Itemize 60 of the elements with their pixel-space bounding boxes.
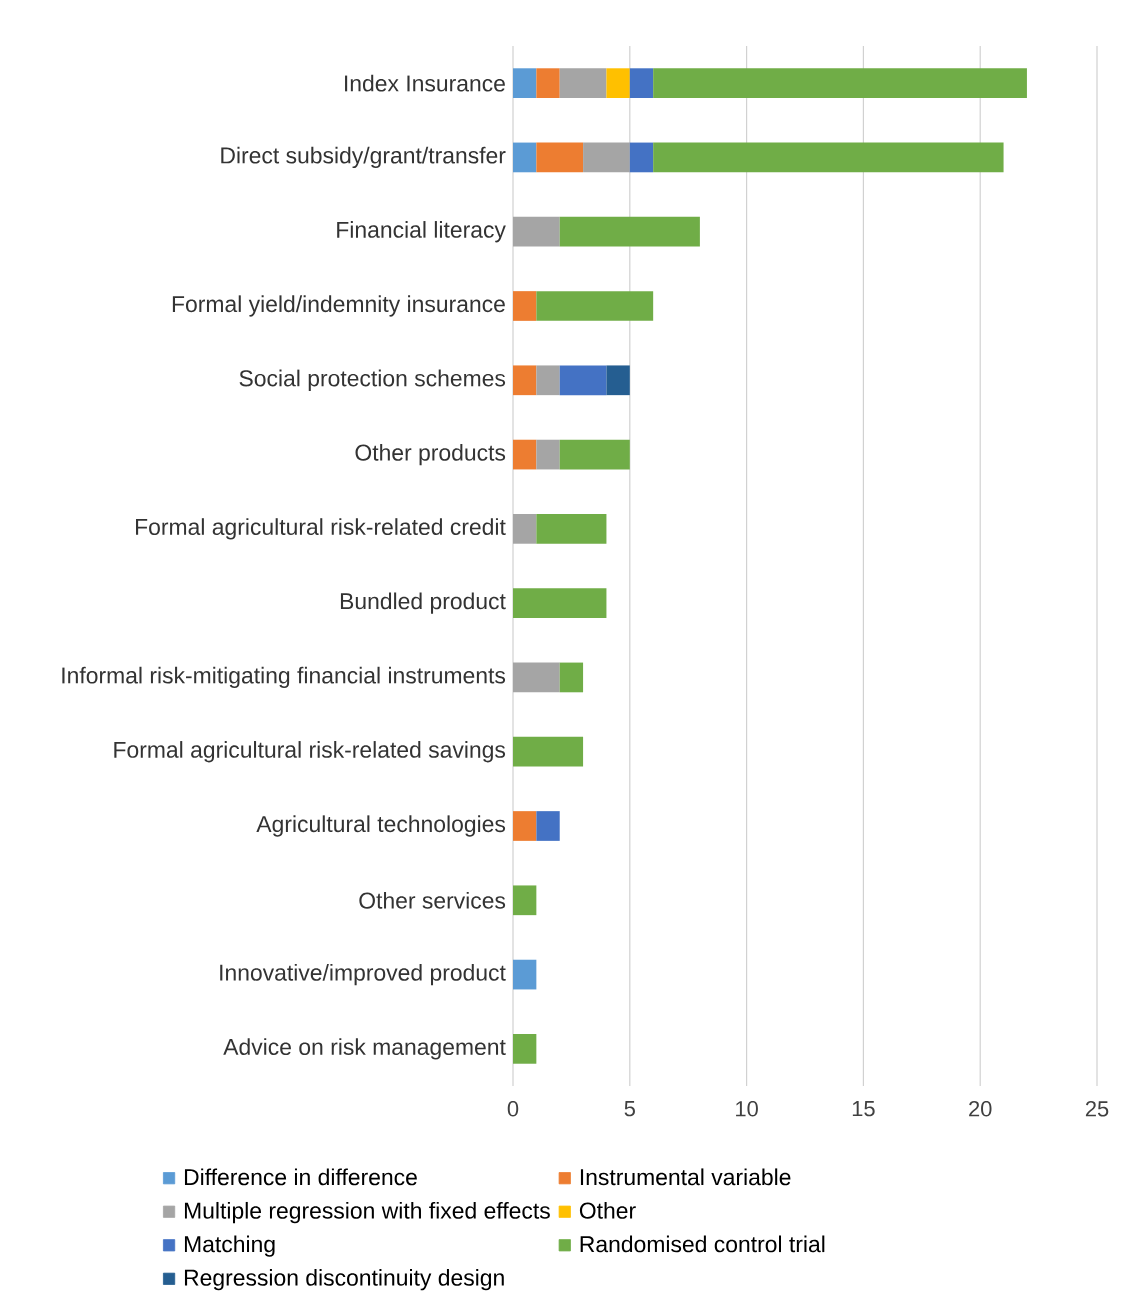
bar [513, 959, 537, 990]
bar [513, 291, 537, 321]
bar [606, 365, 630, 396]
bar [559, 365, 607, 396]
x-tick-label: 15 [852, 1101, 875, 1117]
y-tick-label: Formal yield/indemnity insurance [172, 295, 505, 317]
y-tick-label: Formal agricultural risk-related savings [114, 741, 506, 763]
bar [513, 142, 537, 173]
bar [629, 68, 654, 98]
legend-label: Other [579, 1201, 636, 1219]
legend-label: Regression discontinuity design [184, 1269, 504, 1291]
x-tick-label: 25 [1085, 1101, 1109, 1117]
bar [513, 736, 584, 767]
bar [606, 68, 630, 98]
x-tick-label: 0 [507, 1101, 519, 1117]
y-tick-label: Innovative/improved product [220, 963, 506, 986]
bar [653, 142, 1004, 173]
bar [513, 811, 537, 841]
bar [559, 662, 584, 693]
bar [536, 811, 560, 841]
bar [653, 68, 1027, 98]
y-tick-label: Other services [359, 891, 506, 909]
y-tick-label: Other products [355, 443, 506, 466]
y-tick-label: Social protection schemes [239, 369, 506, 391]
bar [513, 439, 537, 470]
x-tick-label: 10 [736, 1101, 758, 1117]
bar [513, 662, 560, 693]
legend-label: Difference in difference [184, 1168, 417, 1186]
y-tick-label: Bundled product [340, 592, 506, 614]
legend-label: Instrumental variable [580, 1168, 791, 1186]
bar [559, 68, 607, 98]
bar [536, 439, 560, 470]
y-tick-label: Index Insurance [345, 74, 505, 92]
legend-label: Randomised control trial [580, 1235, 825, 1253]
y-tick-label: Agricultural technologies [256, 815, 506, 837]
bar [536, 365, 560, 396]
bar [513, 588, 607, 619]
bar [513, 216, 560, 247]
bar [513, 365, 537, 396]
y-tick-label: Formal agricultural risk-related credit [136, 518, 506, 540]
x-tick-label: 20 [969, 1101, 992, 1117]
bar [513, 885, 537, 916]
legend-label: Matching [184, 1235, 275, 1257]
bar [536, 514, 607, 544]
y-tick-label: Advice on risk management [223, 1038, 506, 1060]
bar [559, 439, 630, 470]
y-tick-label: Direct subsidy/grant/transfer [221, 146, 506, 169]
bar [513, 1034, 537, 1064]
y-tick-label: Informal risk-mitigating financial instruments [62, 666, 506, 689]
bar [536, 68, 560, 98]
bar [559, 216, 700, 247]
bar [536, 291, 654, 321]
bar [583, 142, 630, 173]
bar [513, 68, 537, 98]
y-tick-label: Financial literacy [337, 221, 506, 243]
bar [629, 142, 654, 173]
legend-label: Multiple regression with fixed effects [184, 1201, 550, 1224]
x-tick-label: 5 [624, 1101, 635, 1117]
bar [513, 514, 537, 544]
bar [536, 142, 584, 173]
